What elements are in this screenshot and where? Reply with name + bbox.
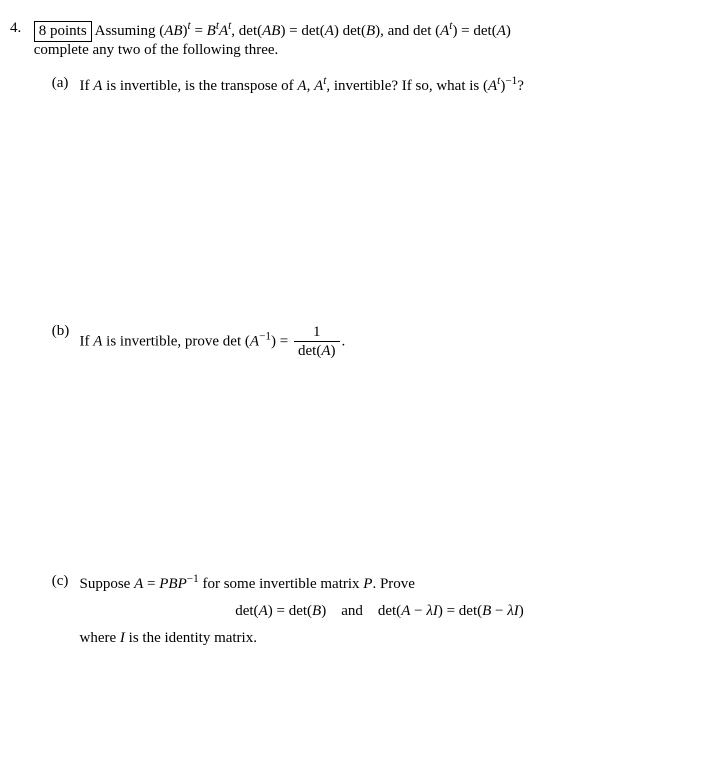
text: where	[80, 630, 120, 646]
math-A: A	[325, 23, 334, 39]
part-b-label: (b)	[52, 323, 76, 340]
math-A: A	[297, 78, 306, 94]
math-B: B	[168, 576, 177, 592]
text: ) =	[271, 334, 292, 350]
points-badge: 8 points	[34, 21, 92, 42]
part-b-body: If A is invertible, prove det (A−1) = 1 …	[80, 323, 680, 362]
part-c: (c) Suppose A = PBP−1 for some invertibl…	[52, 573, 684, 647]
part-c-label: (c)	[52, 573, 76, 590]
math-B: B	[312, 603, 321, 619]
math-AB: AB	[262, 23, 280, 39]
math-P: P	[178, 576, 187, 592]
text: )	[321, 603, 326, 619]
text: )	[506, 23, 511, 39]
text: ?	[517, 78, 524, 94]
text: ) = det(	[438, 603, 482, 619]
math-B: B	[366, 23, 375, 39]
intro-line1: Assuming (AB)t = BtAt, det(AB) = det(A) …	[95, 23, 511, 39]
text: ) = det(	[452, 23, 496, 39]
text: , det(	[231, 23, 262, 39]
text: −	[410, 603, 426, 619]
text: )	[519, 603, 524, 619]
fraction: 1 det(A)	[294, 323, 340, 362]
text: is invertible, is the transpose of	[102, 78, 297, 94]
text: ), and det (	[375, 23, 440, 39]
text: ) = det(	[268, 603, 312, 619]
text: .	[342, 334, 346, 350]
text-and: and	[341, 603, 363, 619]
math-A: A	[219, 23, 228, 39]
text: , invertible? If so, what is (	[326, 78, 488, 94]
text: is the identity matrix.	[125, 630, 257, 646]
text: =	[191, 23, 207, 39]
math-B: B	[207, 23, 216, 39]
text: is invertible, prove det (	[102, 334, 249, 350]
text: det(	[235, 603, 258, 619]
text: ) det(	[334, 23, 366, 39]
text: . Prove	[372, 576, 415, 592]
math-A: A	[134, 576, 143, 592]
intro-line2: complete any two of the following three.	[34, 42, 684, 59]
text: =	[143, 576, 159, 592]
text: Suppose	[80, 576, 135, 592]
math-A: A	[497, 23, 506, 39]
text: If	[80, 78, 94, 94]
part-a-label: (a)	[52, 75, 76, 92]
math-A: A	[314, 78, 323, 94]
math-AB: AB	[164, 23, 182, 39]
sup-neg1: −1	[505, 75, 517, 87]
fraction-denominator: det(A)	[294, 342, 340, 362]
math-A: A	[250, 334, 259, 350]
part-a: (a) If A is invertible, is the transpose…	[52, 75, 684, 95]
text: )	[331, 343, 336, 359]
math-A: A	[259, 603, 268, 619]
math-A: A	[440, 23, 449, 39]
problem-body: 8 points Assuming (AB)t = BtAt, det(AB) …	[34, 20, 684, 647]
part-b: (b) If A is invertible, prove det (A−1) …	[52, 323, 684, 362]
problem-row: 4. 8 points Assuming (AB)t = BtAt, det(A…	[10, 20, 691, 647]
text: det(	[378, 603, 401, 619]
text: det(	[298, 343, 321, 359]
math-A: A	[401, 603, 410, 619]
sup-neg1: −1	[187, 573, 199, 585]
text: If	[80, 334, 94, 350]
part-a-body: If A is invertible, is the transpose of …	[80, 75, 680, 95]
math-B: B	[482, 603, 491, 619]
text: ) = det(	[280, 23, 324, 39]
part-c-equation: det(A) = det(B) and det(A − λI) = det(B …	[80, 603, 680, 620]
text: −	[491, 603, 507, 619]
part-c-lastline: where I is the identity matrix.	[80, 630, 680, 647]
math-A: A	[321, 343, 330, 359]
fraction-numerator: 1	[294, 323, 340, 342]
text: for some invertible matrix	[199, 576, 364, 592]
sup-neg1: −1	[259, 331, 271, 343]
part-c-body: Suppose A = PBP−1 for some invertible ma…	[80, 573, 680, 647]
problem-number: 4.	[10, 20, 28, 37]
blank-space-a	[34, 95, 684, 307]
math-A: A	[488, 78, 497, 94]
text: ,	[307, 78, 315, 94]
blank-space-b	[34, 362, 684, 557]
text: Assuming (	[95, 23, 165, 39]
